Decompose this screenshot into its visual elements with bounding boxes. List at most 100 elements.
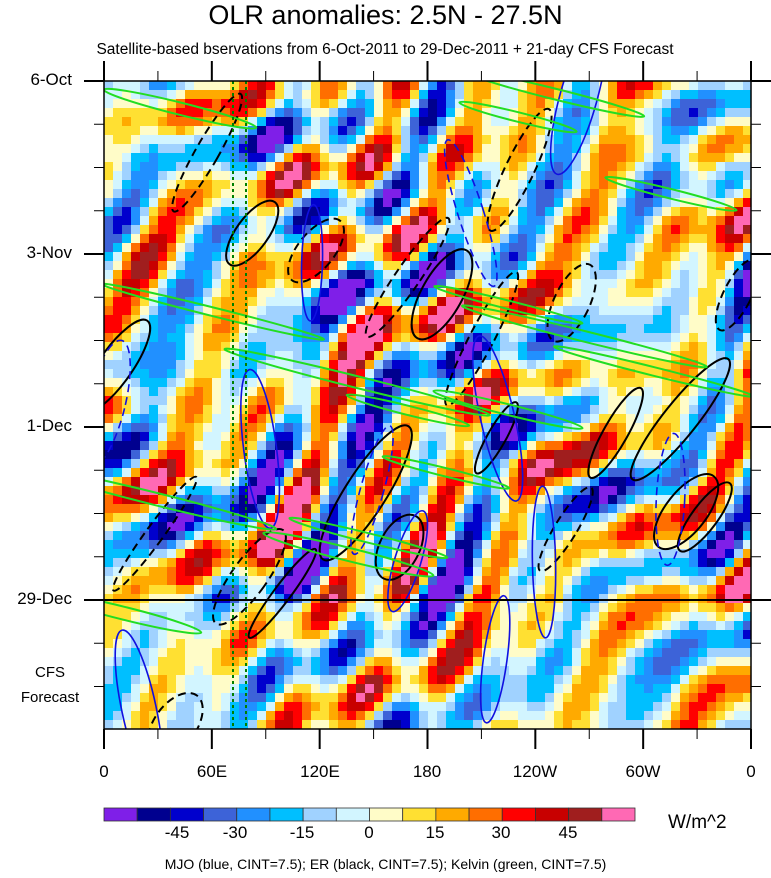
olr-cell: [455, 423, 465, 433]
olr-cell: [239, 405, 249, 415]
olr-cell: [635, 603, 645, 613]
olr-cell: [131, 153, 141, 163]
olr-cell: [401, 360, 411, 370]
olr-cell: [563, 180, 573, 190]
olr-cell: [347, 459, 357, 469]
olr-cell: [608, 315, 618, 325]
olr-cell: [356, 189, 366, 199]
olr-cell: [590, 585, 600, 595]
olr-cell: [653, 153, 663, 163]
olr-cell: [626, 594, 636, 604]
olr-cell: [302, 180, 312, 190]
olr-cell: [446, 558, 456, 568]
olr-cell: [581, 612, 591, 622]
olr-cell: [626, 81, 636, 91]
olr-cell: [455, 396, 465, 406]
olr-cell: [311, 684, 321, 694]
olr-cell: [626, 396, 636, 406]
olr-cell: [563, 576, 573, 586]
olr-cell: [581, 252, 591, 262]
olr-cell: [338, 549, 348, 559]
olr-cell: [257, 351, 267, 361]
olr-cell: [311, 279, 321, 289]
olr-cell: [284, 198, 294, 208]
olr-cell: [275, 432, 285, 442]
olr-cell: [239, 342, 249, 352]
olr-cell: [131, 405, 141, 415]
olr-cell: [311, 468, 321, 478]
olr-cell: [158, 261, 168, 271]
olr-cell: [509, 639, 519, 649]
olr-cell: [374, 513, 384, 523]
olr-cell: [482, 486, 492, 496]
olr-cell: [599, 108, 609, 118]
olr-cell: [689, 369, 699, 379]
olr-cell: [149, 396, 159, 406]
olr-cell: [131, 675, 141, 685]
olr-cell: [230, 324, 240, 334]
olr-cell: [671, 270, 681, 280]
olr-cell: [446, 108, 456, 118]
olr-cell: [419, 657, 429, 667]
olr-cell: [608, 180, 618, 190]
olr-cell: [347, 567, 357, 577]
olr-cell: [419, 432, 429, 442]
olr-cell: [689, 198, 699, 208]
olr-cell: [689, 279, 699, 289]
olr-cell: [401, 117, 411, 127]
olr-cell: [392, 468, 402, 478]
olr-cell: [671, 90, 681, 100]
olr-cell: [419, 234, 429, 244]
olr-cell: [410, 468, 420, 478]
olr-cell: [131, 225, 141, 235]
olr-field: [104, 81, 751, 729]
olr-cell: [626, 486, 636, 496]
olr-cell: [671, 396, 681, 406]
olr-cell: [239, 171, 249, 181]
olr-cell: [455, 450, 465, 460]
olr-cell: [383, 342, 393, 352]
olr-cell: [446, 342, 456, 352]
olr-cell: [257, 567, 267, 577]
olr-cell: [545, 522, 555, 532]
olr-cell: [194, 351, 204, 361]
olr-cell: [446, 126, 456, 136]
olr-cell: [176, 594, 186, 604]
olr-cell: [617, 378, 627, 388]
olr-cell: [689, 684, 699, 694]
olr-cell: [572, 396, 582, 406]
olr-cell: [617, 144, 627, 154]
olr-cell: [455, 666, 465, 676]
olr-cell: [392, 324, 402, 334]
olr-cell: [212, 297, 222, 307]
olr-cell: [383, 225, 393, 235]
olr-cell: [356, 558, 366, 568]
olr-cell: [689, 522, 699, 532]
olr-cell: [329, 432, 339, 442]
olr-cell: [329, 234, 339, 244]
olr-cell: [212, 225, 222, 235]
olr-cell: [743, 495, 751, 505]
olr-cell: [113, 279, 123, 289]
olr-cell: [104, 324, 114, 334]
olr-cell: [473, 477, 483, 487]
olr-cell: [608, 666, 618, 676]
olr-cell: [554, 216, 564, 226]
olr-cell: [347, 468, 357, 478]
olr-cell: [590, 171, 600, 181]
olr-cell: [374, 180, 384, 190]
olr-cell: [248, 351, 258, 361]
olr-cell: [266, 522, 276, 532]
olr-cell: [104, 522, 114, 532]
olr-cell: [617, 486, 627, 496]
olr-cell: [644, 117, 654, 127]
olr-cell: [464, 135, 474, 145]
olr-cell: [113, 459, 123, 469]
olr-cell: [401, 513, 411, 523]
olr-cell: [698, 324, 708, 334]
olr-cell: [536, 261, 546, 271]
olr-cell: [221, 207, 231, 217]
olr-cell: [599, 378, 609, 388]
olr-cell: [536, 477, 546, 487]
olr-cell: [293, 297, 303, 307]
